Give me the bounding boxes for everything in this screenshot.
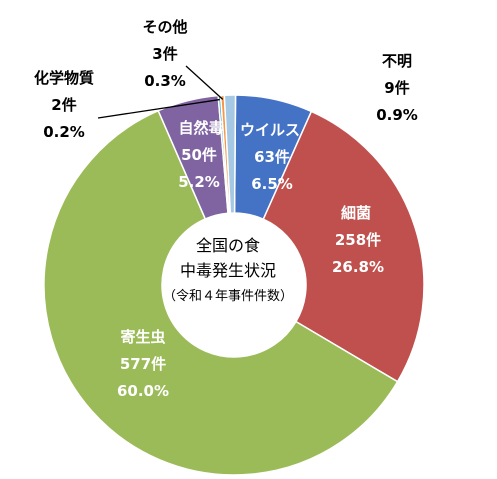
svg-text:63件: 63件 <box>254 148 290 166</box>
svg-text:寄生虫: 寄生虫 <box>120 328 165 346</box>
svg-text:ウイルス: ウイルス <box>240 121 300 139</box>
label-parasite: 寄生虫 577件 60.0% <box>117 328 169 400</box>
label-natural-toxin: 自然毒 50件 5.2% <box>178 119 223 191</box>
label-other: その他 3件 0.3% <box>142 18 187 90</box>
slice-6 <box>223 94 237 214</box>
svg-text:9件: 9件 <box>384 79 409 97</box>
label-chemical: 化学物質 2件 0.2% <box>34 69 94 141</box>
svg-text:自然毒: 自然毒 <box>178 119 223 137</box>
leader-lines <box>97 65 224 119</box>
leader-line-5 <box>185 65 224 100</box>
label-virus: ウイルス 63件 6.5% <box>240 121 300 193</box>
svg-text:577件: 577件 <box>120 355 166 373</box>
slice-2 <box>43 109 399 476</box>
svg-text:60.0%: 60.0% <box>117 382 169 400</box>
label-bacteria: 細菌 258件 26.8% <box>332 204 384 276</box>
svg-text:不明: 不明 <box>382 52 412 70</box>
svg-text:258件: 258件 <box>335 231 381 249</box>
svg-text:3件: 3件 <box>152 45 177 63</box>
label-unknown: 不明 9件 0.9% <box>376 52 418 124</box>
svg-text:50件: 50件 <box>181 146 217 164</box>
leader-line-4 <box>97 98 220 119</box>
slice-1 <box>262 110 425 383</box>
svg-text:0.3%: 0.3% <box>144 72 186 90</box>
svg-text:26.8%: 26.8% <box>332 258 384 276</box>
chart-subtitle: （令和４年事件件数） <box>163 289 293 304</box>
svg-text:細菌: 細菌 <box>341 204 371 222</box>
svg-text:0.9%: 0.9% <box>376 106 418 124</box>
svg-text:0.2%: 0.2% <box>43 123 85 141</box>
svg-text:化学物質: 化学物質 <box>34 69 94 87</box>
svg-text:2件: 2件 <box>51 96 76 114</box>
svg-text:その他: その他 <box>142 18 187 36</box>
svg-text:5.2%: 5.2% <box>178 173 220 191</box>
svg-text:6.5%: 6.5% <box>251 175 293 193</box>
slices-group <box>43 94 425 476</box>
chart-title-line2: 中毒発生状況 <box>180 261 276 280</box>
chart-title-line1: 全国の食 <box>196 236 260 255</box>
